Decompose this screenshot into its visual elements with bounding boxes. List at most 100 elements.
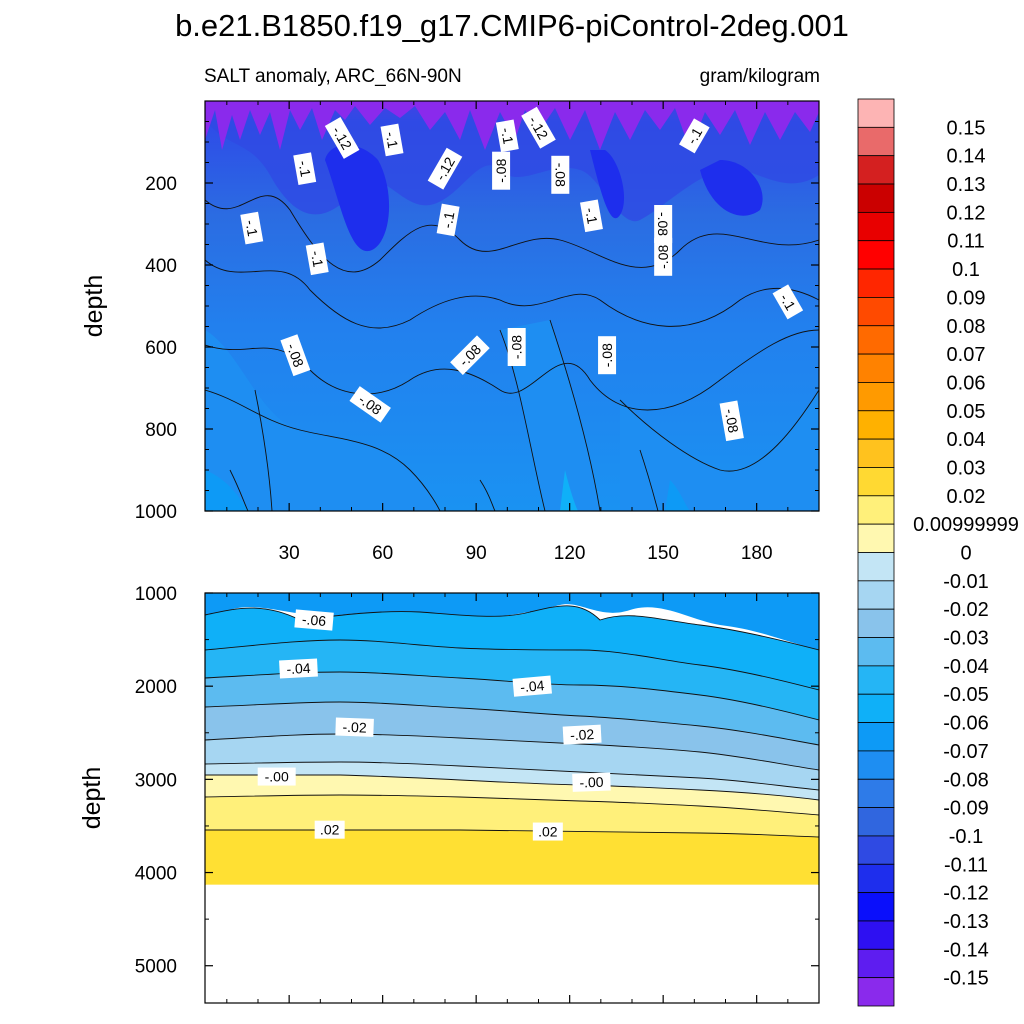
colorbar-box: [857, 410, 895, 440]
upper-y-tick-label: 600: [145, 338, 177, 359]
colorbar-box: [857, 240, 895, 270]
upper-deep-lobe-left: [205, 330, 440, 511]
lower-y-axis-label: depth: [78, 767, 106, 830]
colorbar-box: [857, 920, 895, 950]
colorbar-label: 0.00999999: [913, 514, 1019, 536]
colorbar-box: [857, 693, 895, 723]
lower-band-9: [205, 795, 819, 837]
colorbar-label: 0.05: [947, 401, 986, 423]
upper-contour-label-bg: [280, 334, 311, 377]
upper-y-axis-label: depth: [80, 275, 108, 338]
lower-contour-label-text: -.02: [342, 719, 367, 736]
upper-y-ticks: 200 400 600 800 1000: [135, 100, 819, 523]
colorbar-label: 0.14: [947, 146, 986, 168]
upper-contour-label: -.08: [280, 334, 311, 377]
upper-contour-label-text: -.1: [439, 210, 458, 229]
colorbar-box: [857, 778, 895, 808]
upper-contour-label: -.08: [598, 336, 617, 375]
upper-contour-label: -.1: [679, 118, 710, 154]
colorbar-box: [857, 892, 895, 922]
lower-band-10: [205, 830, 819, 885]
lower-y-tick-label: 5000: [135, 957, 177, 978]
lower-contour-label-text: -.04: [286, 660, 311, 677]
upper-minimum-2: [590, 150, 625, 219]
upper-contour-label-bg: [679, 118, 710, 154]
upper-contour-label-text: -.1: [383, 131, 402, 150]
upper-deep-lobe-right: [620, 390, 819, 511]
upper-contour-label-bg: [772, 284, 804, 320]
colorbar-label: 0.15: [947, 117, 986, 139]
lower-band-2: [205, 605, 819, 690]
upper-contour-label-text: -.1: [582, 206, 601, 225]
upper-y-tick-label: 400: [145, 256, 177, 277]
lower-x-ticks: [226, 593, 820, 1003]
colorbar-label: -0.08: [943, 769, 989, 791]
lower-contour-label-bg: [257, 767, 296, 786]
upper-contour-label-text: -.08: [655, 212, 671, 236]
colorbar-box: [857, 155, 895, 185]
upper-minimum-1: [325, 145, 390, 252]
upper-y-tick-label: 200: [145, 174, 177, 195]
colorbar-box: [857, 552, 895, 582]
colorbar-label: 0.09: [947, 287, 986, 309]
colorbar-label: -0.14: [943, 939, 989, 961]
colorbar: 0.15 0.14 0.13 0.12 0.11 0.1 0.09 0.08 0.07 0.06 0…: [857, 98, 1019, 1007]
upper-contour-label: -.1: [580, 199, 603, 233]
upper-deep-patch-2: [665, 480, 690, 511]
upper-core-layer: [205, 101, 819, 222]
upper-contour-label-text: -.08: [493, 158, 509, 182]
colorbar-box: [857, 722, 895, 752]
colorbar-label: -0.04: [943, 656, 989, 678]
upper-contour-label: -.08: [507, 328, 526, 366]
colorbar-box: [857, 665, 895, 695]
upper-contour-label-bg: [507, 328, 526, 366]
colorbar-label: -0.12: [943, 883, 989, 905]
lower-contour-label-bg: [532, 822, 563, 841]
lower-y-tick-label: 2000: [135, 677, 177, 698]
colorbar-box: [857, 268, 895, 298]
upper-contour-label: -.08: [654, 237, 673, 276]
colorbar-box: [857, 863, 895, 894]
upper-contour-label-text: -.08: [509, 335, 525, 359]
lower-band-4: [205, 672, 819, 745]
colorbar-label: 0.11: [947, 231, 984, 253]
colorbar-box: [857, 835, 895, 865]
upper-contour-label: -.1: [240, 211, 264, 245]
lower-contour-labels: -.06 -.04 -.04 -.02 -.02 -.00 -.00 .02 .02: [257, 609, 611, 841]
colorbar-label: -0.13: [943, 911, 989, 933]
lower-contour-label-text: -.00: [265, 769, 289, 785]
lower-band-8: [205, 775, 819, 815]
upper-contour-label-text: -.08: [284, 341, 307, 369]
colorbar-box: [857, 98, 895, 128]
upper-contour-label-bg: [719, 400, 744, 442]
colorbar-box: [857, 523, 895, 553]
colorbar-box: [857, 438, 895, 468]
upper-contour-label-bg: [551, 155, 570, 194]
upper-contour-label: -.1: [772, 284, 804, 320]
upper-contour-label-text: -.1: [777, 291, 799, 313]
upper-contour-label-bg: [436, 203, 460, 237]
colorbar-label: 0.02: [947, 486, 986, 508]
upper-contour-label: -.08: [654, 205, 673, 243]
colorbar-label: -0.07: [943, 741, 989, 763]
colorbar-box: [857, 353, 895, 383]
colorbar-label: -0.06: [943, 713, 989, 735]
lower-frame: [204, 592, 820, 1004]
upper-x-tick-label: 90: [466, 543, 487, 564]
colorbar-label: 0.07: [947, 344, 986, 366]
colorbar-label: 0.04: [947, 429, 986, 451]
upper-contour-label-bg: [450, 335, 490, 375]
colorbar-labels: 0.15 0.14 0.13 0.12 0.11 0.1 0.09 0.08 0.07 0.06 0…: [913, 117, 1019, 989]
lower-y-tick-label: 4000: [135, 864, 177, 885]
upper-contour-label-bg: [495, 119, 519, 153]
upper-y-tick-label: 1000: [135, 502, 177, 523]
lower-contour-label: -.00: [257, 767, 296, 786]
upper-contour-label-text: -.1: [683, 125, 705, 147]
colorbar-label: 0.06: [947, 372, 986, 394]
lower-contour-label-bg: [572, 772, 611, 792]
upper-x-tick-label: 180: [741, 543, 773, 564]
lower-band-7: [205, 762, 819, 800]
colorbar-label: -0.02: [943, 599, 989, 621]
lower-contour-label-text: .02: [538, 824, 558, 840]
upper-x-tick-label: 30: [279, 543, 300, 564]
